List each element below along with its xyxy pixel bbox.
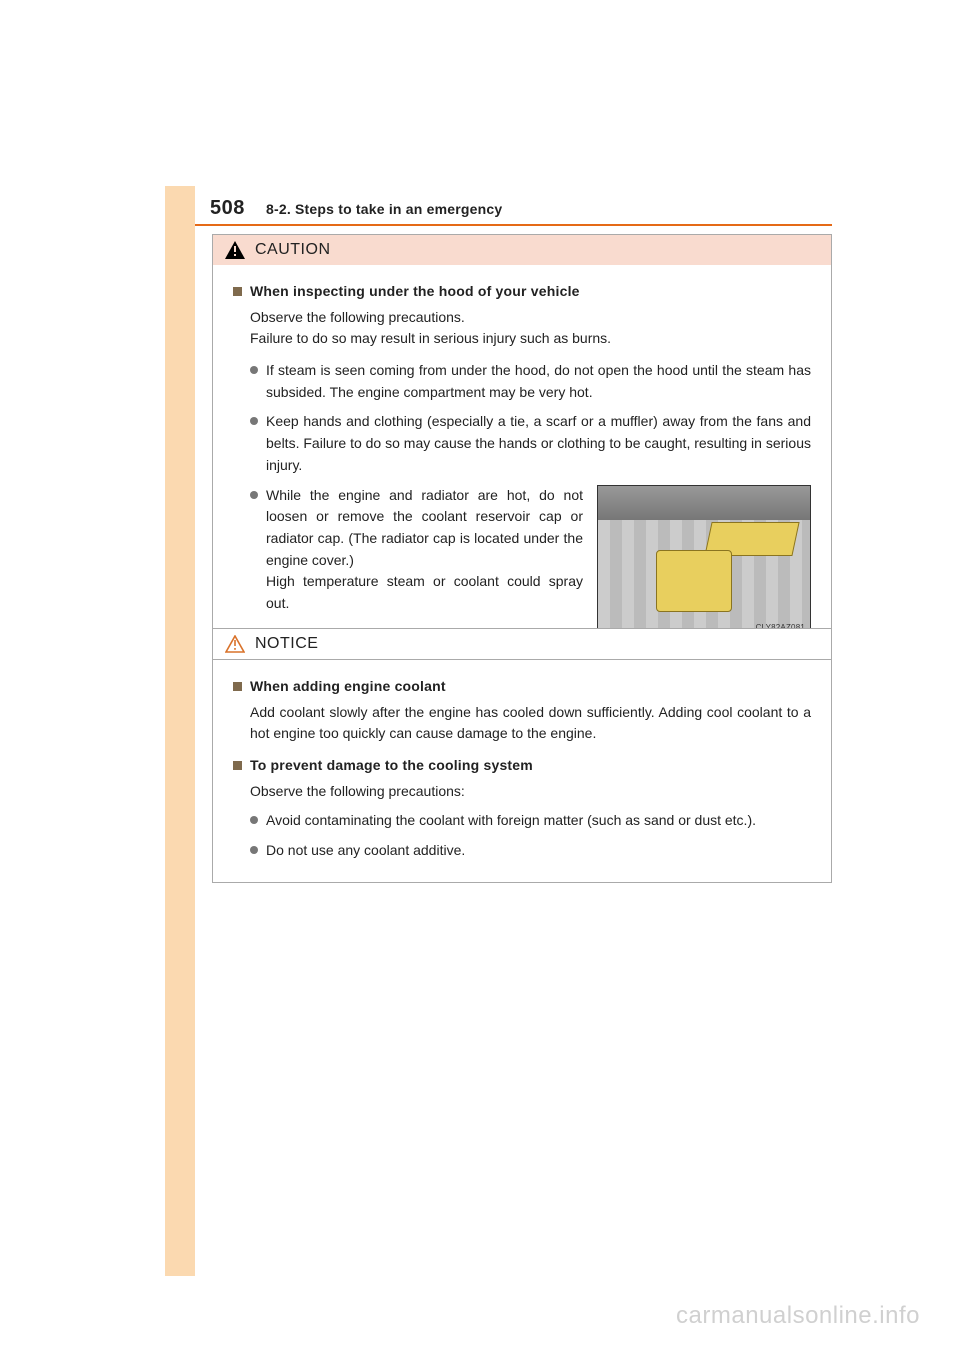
notice-title: NOTICE — [255, 635, 318, 653]
caution-heading-row: When inspecting under the hood of your v… — [233, 281, 811, 303]
round-bullet-icon — [250, 491, 258, 499]
notice-heading2-row: To prevent damage to the cooling system — [233, 755, 811, 777]
round-bullet-icon — [250, 816, 258, 824]
caution-triangle-icon — [225, 241, 245, 259]
notice-bullet-2: Do not use any coolant additive. — [250, 840, 811, 862]
caution-intro: Observe the following precautions. Failu… — [250, 307, 811, 350]
caution-bullet-3: While the engine and radiator are hot, d… — [250, 485, 583, 639]
square-bullet-icon — [233, 682, 242, 691]
caution-title: CAUTION — [255, 241, 331, 259]
notice-heading1-row: When adding engine coolant — [233, 676, 811, 698]
caution-header: CAUTION — [213, 235, 831, 265]
header-accent-line — [195, 224, 832, 226]
caution-bullet-2: Keep hands and clothing (especially a ti… — [250, 411, 811, 476]
notice-box: NOTICE When adding engine coolant Add co… — [212, 628, 832, 883]
caution-bullet-1-text: If steam is seen coming from under the h… — [266, 360, 811, 403]
section-header: 8-2. Steps to take in an emergency — [266, 201, 502, 217]
caution-bullet-1: If steam is seen coming from under the h… — [250, 360, 811, 403]
notice-body: When adding engine coolant Add coolant s… — [213, 660, 831, 882]
caution-intro-line1: Observe the following precautions. — [250, 307, 811, 329]
caution-bullet-3-text: While the engine and radiator are hot, d… — [266, 485, 583, 639]
round-bullet-icon — [250, 366, 258, 374]
round-bullet-icon — [250, 846, 258, 854]
caution-bullet-2-text: Keep hands and clothing (especially a ti… — [266, 411, 811, 476]
notice-bullet-2-text: Do not use any coolant additive. — [266, 840, 465, 862]
square-bullet-icon — [233, 761, 242, 770]
caution-body: When inspecting under the hood of your v… — [213, 265, 831, 659]
page-number: 508 — [210, 197, 245, 220]
notice-header: NOTICE — [213, 629, 831, 660]
caution-heading: When inspecting under the hood of your v… — [250, 281, 580, 303]
notice-bullet-1-text: Avoid contaminating the coolant with for… — [266, 810, 756, 832]
engine-coolant-cap-image: CLY82AZ081 — [597, 485, 811, 639]
notice-bullet-1: Avoid contaminating the coolant with for… — [250, 810, 811, 832]
notice-heading1: When adding engine coolant — [250, 676, 446, 698]
caution-image-bullet-line2: High temperature steam or coolant could … — [266, 573, 583, 611]
watermark: carmanualsonline.info — [676, 1302, 920, 1330]
notice-triangle-icon — [225, 635, 245, 653]
caution-image-row: While the engine and radiator are hot, d… — [250, 485, 811, 639]
round-bullet-icon — [250, 417, 258, 425]
notice-heading2: To prevent damage to the cooling system — [250, 755, 533, 777]
caution-box: CAUTION When inspecting under the hood o… — [212, 234, 832, 660]
caution-image-bullet-line1: While the engine and radiator are hot, d… — [266, 487, 583, 568]
square-bullet-icon — [233, 287, 242, 296]
notice-body1: Add coolant slowly after the engine has … — [250, 702, 811, 745]
notice-body2: Observe the following precautions: — [250, 781, 811, 803]
side-tab — [165, 186, 195, 1276]
caution-intro-line2: Failure to do so may result in serious i… — [250, 328, 811, 350]
